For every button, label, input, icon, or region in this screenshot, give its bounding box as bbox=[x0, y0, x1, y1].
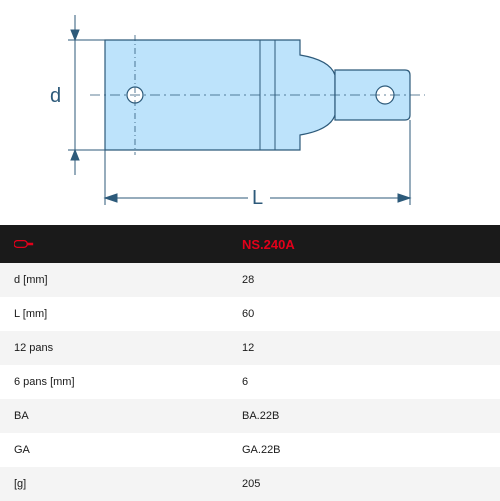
spec-label: d [mm] bbox=[0, 274, 238, 286]
table-row: d [mm]28 bbox=[0, 263, 500, 297]
spec-value: 28 bbox=[238, 274, 500, 286]
spec-label: 6 pans [mm] bbox=[0, 376, 238, 388]
spec-value: BA.22B bbox=[238, 410, 500, 422]
table-row: [g]205 bbox=[0, 467, 500, 501]
spec-label: L [mm] bbox=[0, 308, 238, 320]
svg-text:d: d bbox=[50, 85, 61, 107]
spec-value: GA.22B bbox=[238, 444, 500, 456]
svg-text:L: L bbox=[252, 187, 263, 209]
table-row: 6 pans [mm]6 bbox=[0, 365, 500, 399]
brand-icon bbox=[14, 237, 34, 251]
spec-value: 60 bbox=[238, 308, 500, 320]
spec-table: NS.240A d [mm]28L [mm]6012 pans126 pans … bbox=[0, 225, 500, 501]
spec-label: 12 pans bbox=[0, 342, 238, 354]
spec-value: 12 bbox=[238, 342, 500, 354]
table-row: BABA.22B bbox=[0, 399, 500, 433]
part-silhouette bbox=[90, 35, 425, 155]
table-row: GAGA.22B bbox=[0, 433, 500, 467]
spec-label: [g] bbox=[0, 478, 238, 490]
spec-value: 6 bbox=[238, 376, 500, 388]
spec-label: BA bbox=[0, 410, 238, 422]
spec-label: GA bbox=[0, 444, 238, 456]
table-header: NS.240A bbox=[0, 225, 500, 263]
technical-diagram: d L bbox=[0, 0, 500, 225]
table-row: 12 pans12 bbox=[0, 331, 500, 365]
spec-value: 205 bbox=[238, 478, 500, 490]
table-row: L [mm]60 bbox=[0, 297, 500, 331]
header-model-cell: NS.240A bbox=[238, 225, 500, 263]
header-logo-cell bbox=[0, 225, 238, 263]
